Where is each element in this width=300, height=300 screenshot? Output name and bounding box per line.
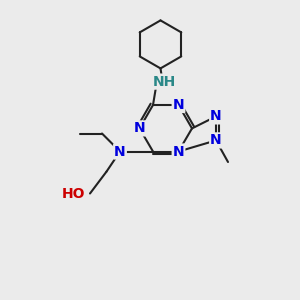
Text: N: N <box>210 134 222 147</box>
Text: NH: NH <box>152 75 176 88</box>
Text: N: N <box>173 98 184 112</box>
Text: HO: HO <box>62 187 85 200</box>
Text: N: N <box>210 110 222 123</box>
Text: N: N <box>173 145 184 158</box>
Text: N: N <box>134 122 145 135</box>
Text: N: N <box>114 145 126 158</box>
